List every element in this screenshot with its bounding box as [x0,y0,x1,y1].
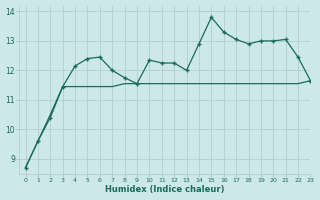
X-axis label: Humidex (Indice chaleur): Humidex (Indice chaleur) [105,185,225,194]
